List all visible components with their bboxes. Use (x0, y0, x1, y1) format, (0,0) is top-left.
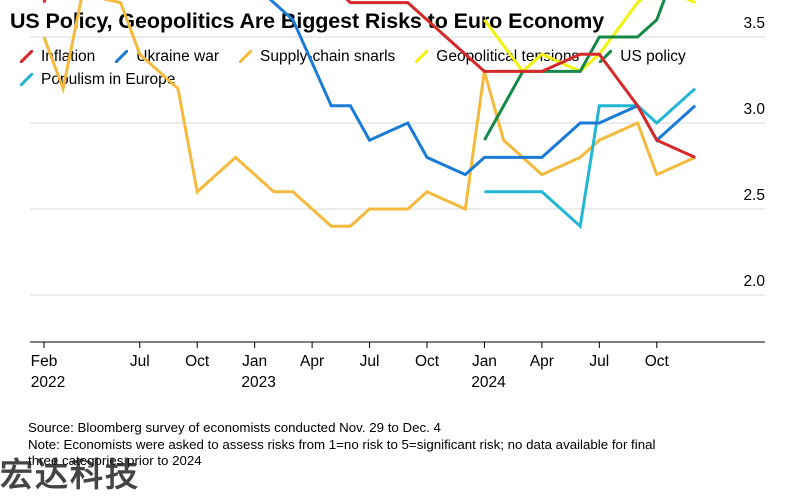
x-tick-label: Apr (300, 353, 324, 370)
x-year-label: 2022 (31, 374, 65, 391)
series-line-inflation (42, 0, 696, 159)
legend-label: Ukraine war (136, 47, 219, 65)
source-note: Source: Bloomberg survey of economists c… (28, 420, 441, 435)
footnote-line-1: Note: Economists were asked to assess ri… (28, 437, 656, 452)
legend-label: Populism in Europe (41, 70, 176, 88)
y-tick-label: 2.0 (743, 273, 765, 290)
legend-swatch-icon (415, 50, 429, 63)
x-tick-label: Oct (645, 353, 670, 370)
x-tick-label: Oct (415, 353, 440, 370)
legend-swatch-icon (115, 50, 129, 63)
series-line-ukraine-war (268, 0, 697, 177)
legend-swatch-icon (239, 50, 252, 63)
footnote-line-2: three categories prior to 2024 (28, 453, 202, 468)
line-chart: 4.5 points4.03.53.02.52.0Feb2022JulOctJa… (30, 0, 765, 391)
legend-item: Inflation (20, 46, 95, 67)
legend-swatch-icon (20, 73, 33, 86)
x-tick-label: Feb (31, 353, 58, 370)
y-tick-label: 2.5 (743, 187, 765, 204)
legend-swatch-icon (20, 50, 33, 63)
legend-item: Populism in Europe (20, 69, 175, 90)
legend-label: Inflation (41, 47, 96, 65)
x-tick-label: Jul (360, 353, 380, 370)
legend: Inflation Ukraine war Supply-chain snarls G… (20, 46, 780, 90)
x-tick-label: Apr (530, 353, 554, 370)
x-tick-label: Jan (242, 353, 267, 370)
y-tick-label: 3.5 (743, 15, 765, 32)
x-tick-label: Oct (185, 353, 210, 370)
series-line-populism-in-europe (484, 87, 697, 230)
x-tick-label: Jul (589, 353, 609, 370)
legend-label: US policy (620, 47, 686, 65)
series-line-supply-chain-snarls (42, 0, 696, 228)
legend-item: Ukraine war (115, 46, 219, 67)
x-tick-label: Jan (472, 353, 497, 370)
legend-label: Supply-chain snarls (260, 47, 396, 65)
x-year-label: 2023 (241, 374, 275, 391)
x-year-label: 2024 (471, 374, 506, 391)
series-line-geopolitical-tensions (483, 0, 696, 74)
watermark-logo: 宏达科技 (0, 456, 140, 493)
y-tick-label: 3.0 (743, 101, 765, 118)
chart-title: US Policy, Geopolitics Are Biggest Risks… (10, 9, 605, 33)
x-tick-label: Jul (130, 353, 150, 370)
legend-item: Supply-chain snarls (239, 46, 395, 67)
